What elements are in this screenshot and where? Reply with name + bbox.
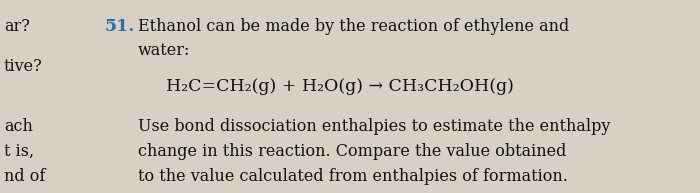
- Text: water:: water:: [138, 42, 190, 59]
- Text: Use bond dissociation enthalpies to estimate the enthalpy: Use bond dissociation enthalpies to esti…: [138, 118, 610, 135]
- Text: H₂C=CH₂(g) + H₂O(g) → CH₃CH₂OH(g): H₂C=CH₂(g) + H₂O(g) → CH₃CH₂OH(g): [166, 78, 514, 95]
- Text: ach: ach: [4, 118, 33, 135]
- Text: nd of: nd of: [4, 168, 46, 185]
- Text: t is,: t is,: [4, 143, 34, 160]
- Text: ar?: ar?: [4, 18, 30, 35]
- Text: tive?: tive?: [4, 58, 43, 75]
- Text: change in this reaction. Compare the value obtained: change in this reaction. Compare the val…: [138, 143, 566, 160]
- Text: to the value calculated from enthalpies of formation.: to the value calculated from enthalpies …: [138, 168, 568, 185]
- Text: Ethanol can be made by the reaction of ethylene and: Ethanol can be made by the reaction of e…: [138, 18, 569, 35]
- Text: 51.: 51.: [105, 18, 135, 35]
